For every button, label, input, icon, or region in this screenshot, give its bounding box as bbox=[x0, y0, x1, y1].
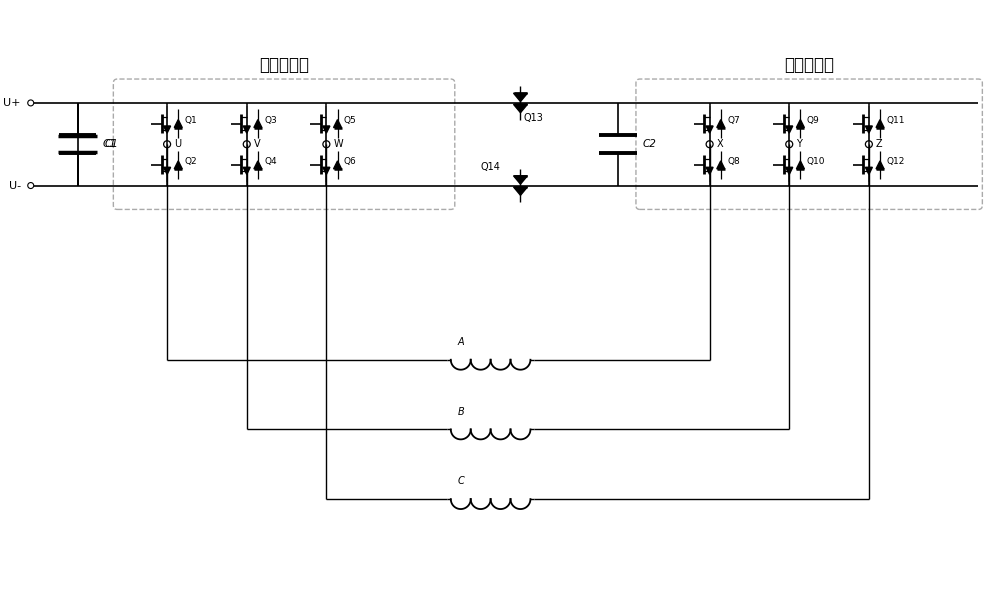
Text: Z: Z bbox=[876, 139, 882, 149]
Text: Q1: Q1 bbox=[185, 116, 197, 125]
Polygon shape bbox=[323, 126, 330, 133]
Text: B: B bbox=[457, 407, 464, 416]
Polygon shape bbox=[174, 120, 182, 127]
Polygon shape bbox=[865, 126, 872, 133]
Polygon shape bbox=[796, 161, 804, 169]
Text: Q14: Q14 bbox=[481, 163, 501, 172]
Text: 第一逆变器: 第一逆变器 bbox=[259, 56, 309, 74]
Text: C1: C1 bbox=[104, 139, 118, 149]
Polygon shape bbox=[514, 176, 527, 184]
Polygon shape bbox=[514, 104, 527, 113]
Polygon shape bbox=[706, 126, 713, 133]
Text: Q10: Q10 bbox=[807, 157, 825, 166]
Polygon shape bbox=[514, 187, 527, 195]
Text: Q8: Q8 bbox=[727, 157, 740, 166]
Polygon shape bbox=[164, 126, 171, 133]
Text: 第二逆变器: 第二逆变器 bbox=[784, 56, 834, 74]
Text: U: U bbox=[174, 139, 181, 149]
Text: C1: C1 bbox=[102, 139, 116, 149]
Text: Q3: Q3 bbox=[264, 116, 277, 125]
Text: V: V bbox=[254, 139, 260, 149]
Text: Q12: Q12 bbox=[886, 157, 905, 166]
Polygon shape bbox=[706, 168, 713, 174]
Polygon shape bbox=[174, 161, 182, 169]
Polygon shape bbox=[717, 120, 725, 127]
Polygon shape bbox=[786, 168, 793, 174]
Polygon shape bbox=[865, 168, 872, 174]
Text: Q6: Q6 bbox=[344, 157, 357, 166]
Polygon shape bbox=[254, 120, 262, 127]
Text: Q9: Q9 bbox=[807, 116, 820, 125]
Text: Y: Y bbox=[796, 139, 802, 149]
Polygon shape bbox=[243, 168, 250, 174]
Polygon shape bbox=[334, 120, 342, 127]
Polygon shape bbox=[796, 120, 804, 127]
Text: U-: U- bbox=[9, 180, 21, 191]
Polygon shape bbox=[876, 120, 884, 127]
Polygon shape bbox=[876, 161, 884, 169]
Text: Q5: Q5 bbox=[344, 116, 357, 125]
Polygon shape bbox=[717, 161, 725, 169]
Polygon shape bbox=[254, 161, 262, 169]
Polygon shape bbox=[164, 168, 171, 174]
Polygon shape bbox=[243, 126, 250, 133]
Text: Q2: Q2 bbox=[185, 157, 197, 166]
Text: W: W bbox=[333, 139, 343, 149]
Text: Q7: Q7 bbox=[727, 116, 740, 125]
Text: U+: U+ bbox=[3, 98, 21, 108]
Polygon shape bbox=[514, 93, 527, 101]
Text: C2: C2 bbox=[643, 139, 657, 149]
Polygon shape bbox=[786, 126, 793, 133]
Text: C: C bbox=[457, 476, 464, 486]
Text: Q11: Q11 bbox=[886, 116, 905, 125]
Text: A: A bbox=[457, 337, 464, 347]
Text: Q13: Q13 bbox=[523, 114, 543, 123]
Text: Q4: Q4 bbox=[264, 157, 277, 166]
Polygon shape bbox=[334, 161, 342, 169]
Text: X: X bbox=[717, 139, 723, 149]
Polygon shape bbox=[323, 168, 330, 174]
